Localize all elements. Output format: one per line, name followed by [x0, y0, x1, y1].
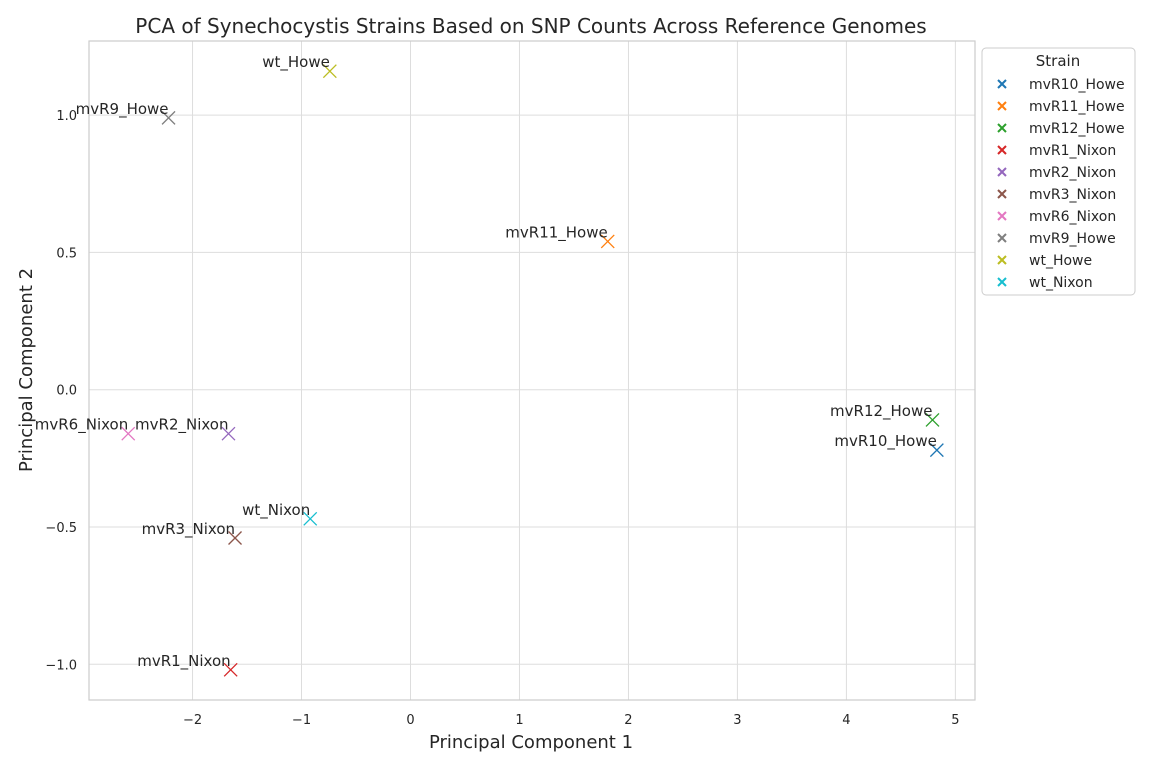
point-label: mvR12_Howe: [830, 402, 932, 421]
legend-label: wt_Nixon: [1029, 275, 1093, 291]
legend-label: mvR1_Nixon: [1029, 143, 1116, 159]
point-marker: [223, 662, 238, 677]
legend-label: wt_Howe: [1029, 253, 1092, 269]
point-marker: [303, 511, 318, 526]
point-label: mvR2_Nixon: [135, 416, 228, 435]
point-marker: [600, 234, 615, 249]
legend-item: mvR12_Howe: [997, 121, 1125, 137]
data-points: [121, 64, 944, 677]
x-tick-label: 2: [624, 713, 632, 728]
legend-item: mvR2_Nixon: [997, 165, 1116, 181]
point-label: mvR9_Howe: [76, 100, 169, 119]
x-tick-label: 0: [406, 713, 414, 728]
x-tick-label: −2: [183, 713, 202, 728]
y-axis-label: Principal Component 2: [16, 268, 37, 472]
legend: Strain mvR10_Howe mvR11_Howe mvR12_Howe mvR…: [981, 47, 1136, 296]
legend-label: mvR10_Howe: [1029, 77, 1125, 93]
x-axis-label: Principal Component 1: [429, 732, 633, 753]
y-tick-label: −0.5: [45, 521, 77, 536]
point-label: mvR11_Howe: [505, 223, 607, 242]
legend-label: mvR11_Howe: [1029, 99, 1125, 115]
x-tick-label: 3: [733, 713, 741, 728]
legend-item: mvR6_Nixon: [997, 209, 1116, 225]
legend-item: mvR10_Howe: [997, 77, 1125, 93]
point-label: mvR3_Nixon: [142, 520, 235, 539]
x-tick-label: 4: [842, 713, 850, 728]
chart-title: PCA of Synechocystis Strains Based on SN…: [135, 14, 926, 38]
point-marker: [228, 531, 242, 545]
legend-item: mvR3_Nixon: [997, 187, 1116, 203]
point-marker: [221, 426, 236, 441]
y-tick-label: −1.0: [45, 658, 77, 673]
legend-label: mvR6_Nixon: [1029, 209, 1116, 225]
point-label: mvR6_Nixon: [35, 416, 128, 435]
legend-item: mvR11_Howe: [997, 99, 1125, 115]
legend-item: mvR1_Nixon: [997, 143, 1116, 159]
legend-label: mvR2_Nixon: [1029, 165, 1116, 181]
legend-label: mvR12_Howe: [1029, 121, 1125, 137]
legend-item: mvR9_Howe: [997, 231, 1116, 247]
plot-area: [88, 40, 976, 701]
legend-label: mvR3_Nixon: [1029, 187, 1116, 203]
y-tick-labels: −1.0 −0.5 0.0 0.5 1.0: [45, 109, 77, 673]
point-marker: [161, 110, 176, 125]
legend-box: [981, 47, 1136, 296]
x-tick-label: 1: [515, 713, 523, 728]
point-label: mvR10_Howe: [834, 432, 936, 451]
y-tick-label: 0.0: [56, 384, 77, 399]
point-label: wt_Howe: [262, 53, 330, 72]
y-tick-label: 0.5: [56, 246, 77, 261]
point-marker: [121, 426, 136, 441]
legend-label: mvR9_Howe: [1029, 231, 1116, 247]
y-tick-label: 1.0: [56, 109, 77, 124]
x-tick-labels: −2 −1 0 1 2 3 4 5: [183, 713, 960, 728]
grid-lines: [89, 41, 975, 700]
point-marker: [929, 443, 944, 458]
point-marker: [925, 412, 940, 427]
point-label: mvR1_Nixon: [137, 652, 230, 671]
x-tick-label: 5: [951, 713, 959, 728]
point-annotations: mvR10_Howe mvR11_Howe mvR12_Howe mvR1_Nixon…: [35, 53, 937, 671]
legend-title: Strain: [1036, 52, 1080, 70]
legend-item: wt_Nixon: [997, 275, 1093, 291]
x-tick-label: −1: [292, 713, 311, 728]
point-marker: [322, 64, 337, 79]
point-label: wt_Nixon: [242, 501, 310, 520]
legend-item: wt_Howe: [997, 253, 1092, 269]
